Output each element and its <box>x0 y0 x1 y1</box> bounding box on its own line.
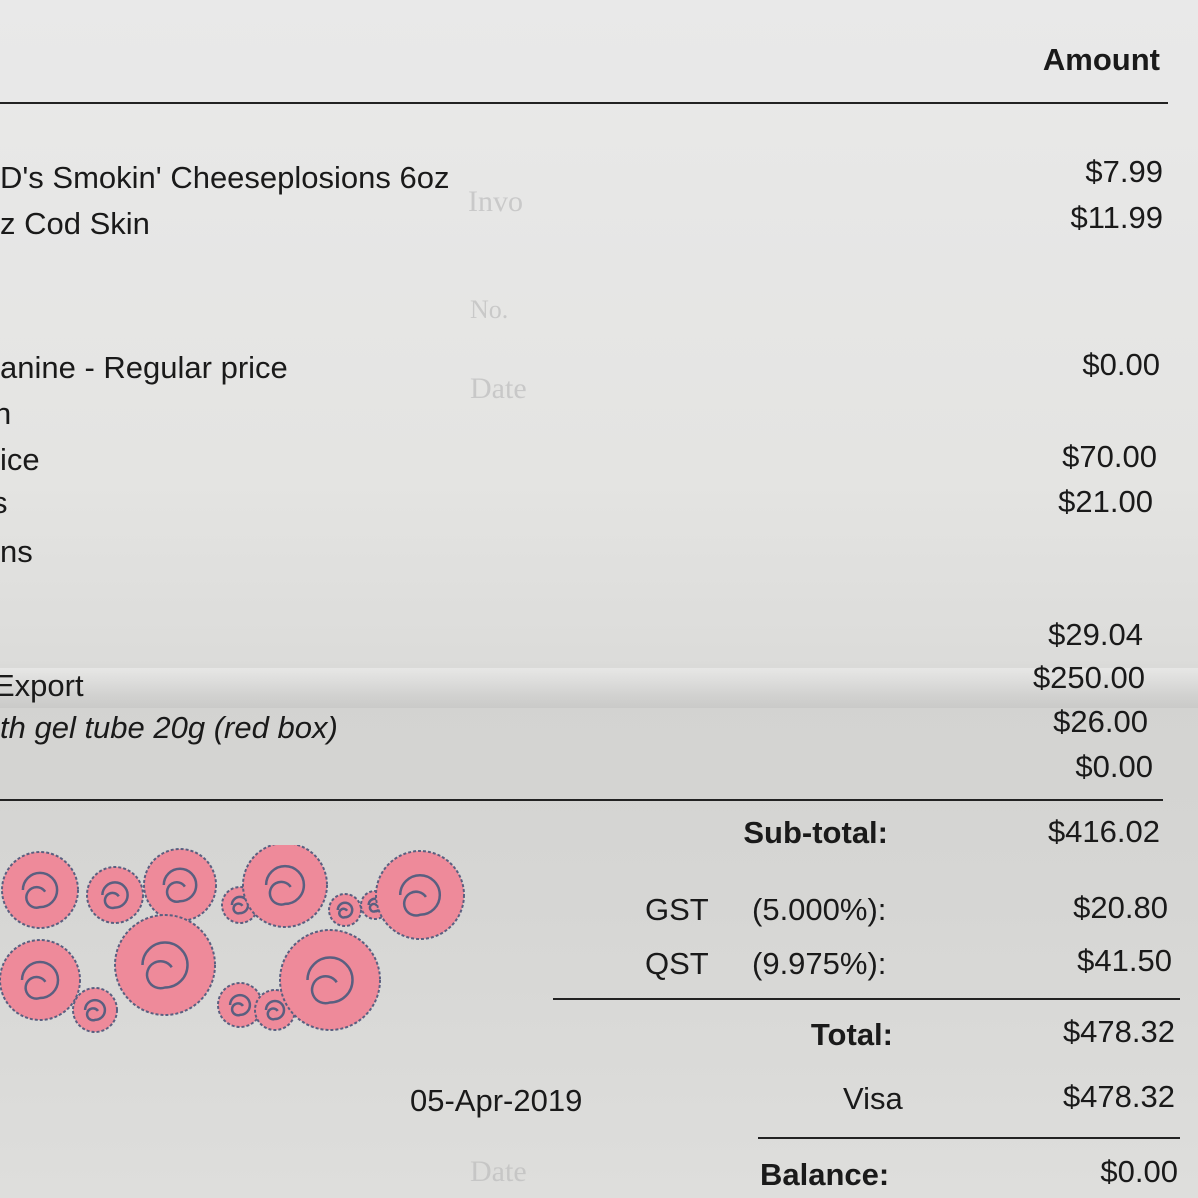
total-label: Total: <box>810 1017 893 1052</box>
item-amount: $70.00 <box>1062 439 1157 474</box>
subtotal-label: Sub-total: <box>743 815 888 850</box>
qst-value: $41.50 <box>1077 943 1172 978</box>
gst-rate: (5.000%): <box>752 892 887 927</box>
amount-header: Amount <box>1042 42 1160 77</box>
item-amount: $250.00 <box>1032 660 1145 695</box>
item-description: th gel tube 20g (red box) <box>0 710 338 745</box>
item-amount: $21.00 <box>1058 484 1153 519</box>
payment-date: 05-Apr-2019 <box>410 1083 583 1118</box>
qst-label: QST <box>645 946 709 981</box>
rose-icon <box>143 848 217 922</box>
item-description: D's Smokin' Cheeseplosions 6oz <box>0 160 450 195</box>
rose-stamp <box>0 845 465 1033</box>
balance-divider <box>758 1137 1180 1139</box>
show-through-text: Date <box>470 1155 527 1188</box>
item-amount: $0.00 <box>1082 347 1160 382</box>
payment-method: Visa <box>843 1081 903 1116</box>
item-description: z Cod Skin <box>0 206 150 241</box>
rose-icon <box>72 987 118 1033</box>
item-description: s <box>0 483 8 523</box>
item-description: Export <box>0 668 84 703</box>
rose-icon <box>242 845 328 928</box>
show-through-text: Date <box>470 372 527 405</box>
rose-icon <box>328 893 362 927</box>
item-amount: $11.99 <box>1070 200 1163 235</box>
rose-icon <box>86 866 144 924</box>
qst-rate: (9.975%): <box>752 946 887 981</box>
rose-icon <box>375 850 465 940</box>
paper-fold <box>0 668 1198 708</box>
balance-label: Balance: <box>760 1157 890 1192</box>
show-through-text: No. <box>470 295 509 324</box>
rose-icon <box>1 851 79 929</box>
item-description: n <box>0 396 12 431</box>
item-amount: $0.00 <box>1075 749 1153 784</box>
rose-icon <box>114 914 216 1016</box>
items-divider <box>0 799 1163 801</box>
item-description: ns <box>0 534 33 569</box>
item-amount: $29.04 <box>1048 617 1143 652</box>
item-description: ice <box>0 442 40 477</box>
gst-label: GST <box>645 892 709 927</box>
item-description: anine - Regular price <box>0 350 288 385</box>
show-through-text: Invo <box>468 185 523 218</box>
balance-value: $0.00 <box>1100 1154 1178 1189</box>
item-amount: $7.99 <box>1085 154 1163 189</box>
tax-divider <box>553 998 1180 1000</box>
rose-icon <box>0 939 81 1021</box>
total-value: $478.32 <box>1062 1014 1175 1049</box>
gst-value: $20.80 <box>1073 890 1168 925</box>
item-amount: $26.00 <box>1053 704 1148 739</box>
header-divider <box>0 102 1168 104</box>
subtotal-value: $416.02 <box>1047 814 1160 849</box>
rose-icon <box>279 929 381 1031</box>
payment-amount: $478.32 <box>1062 1079 1175 1114</box>
